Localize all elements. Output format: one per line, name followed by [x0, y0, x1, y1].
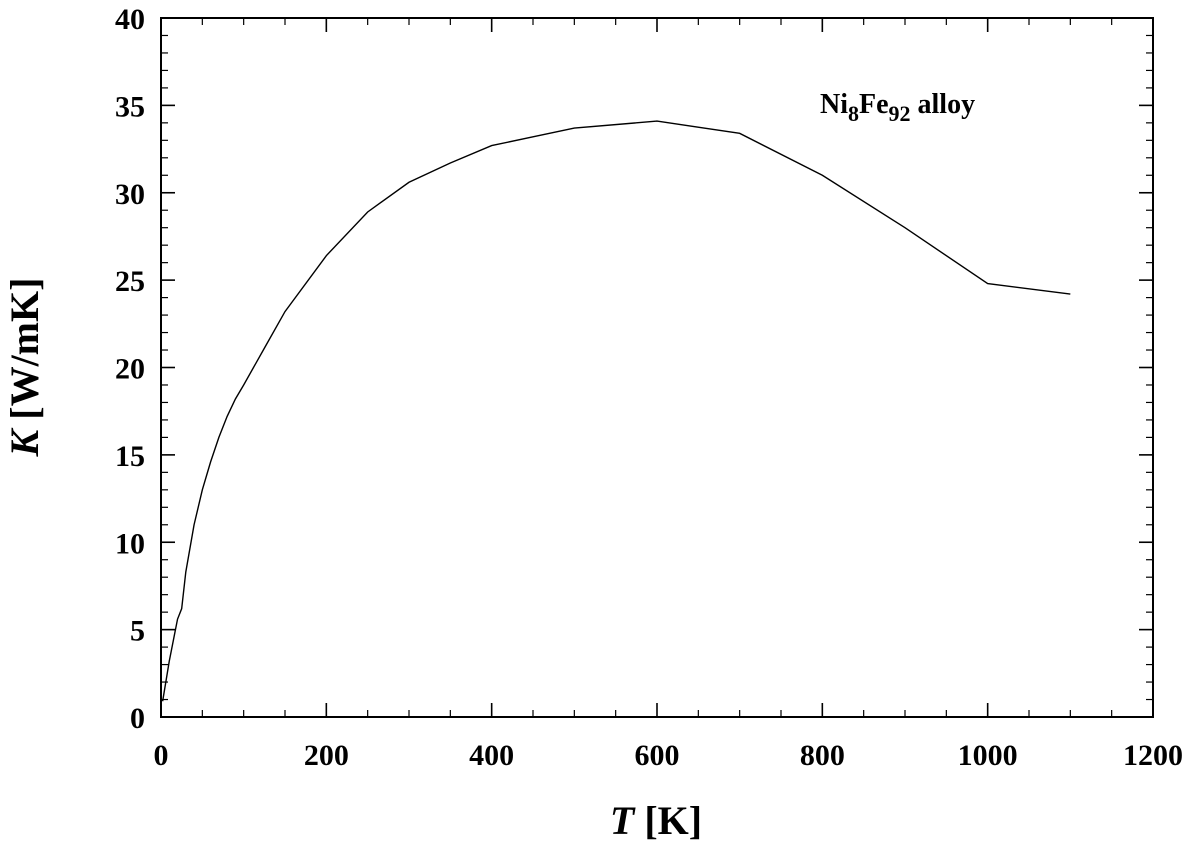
y-axis-unit: [W/mK] — [2, 278, 47, 420]
x-tick-label: 200 — [304, 739, 349, 772]
x-tick-label: 800 — [800, 739, 845, 772]
y-tick-label: 25 — [115, 265, 145, 298]
x-axis-symbol: T — [610, 798, 636, 843]
annotation-sub1: 8 — [848, 101, 859, 126]
annotation-suffix: alloy — [911, 89, 976, 120]
y-tick-label: 0 — [130, 702, 145, 735]
x-tick-label: 1200 — [1123, 739, 1183, 772]
x-tick-label: 600 — [635, 739, 680, 772]
annotation-base2: Fe — [859, 89, 889, 120]
y-tick-label: 15 — [115, 440, 145, 473]
alloy-annotation: Ni8Fe92 alloy — [820, 89, 975, 126]
y-axis-symbol: K — [2, 427, 47, 457]
x-tick-label: 1000 — [958, 739, 1018, 772]
y-tick-label: 35 — [115, 90, 145, 123]
series-line — [161, 120, 1071, 702]
y-tick-labels: 0 5 10 15 20 25 30 35 40 — [115, 3, 145, 735]
x-tick-labels: 0 200 400 600 800 1000 1200 — [154, 739, 1184, 772]
x-tick-label: 400 — [469, 739, 514, 772]
plot-frame — [160, 17, 1154, 718]
y-axis-title: K [W/mK] — [2, 278, 47, 458]
y-tick-label: 10 — [115, 527, 145, 560]
x-axis-unit: [K] — [644, 798, 702, 843]
minor-ticks — [161, 18, 1153, 717]
y-tick-label: 5 — [130, 615, 145, 648]
y-tick-label: 30 — [115, 178, 145, 211]
annotation-sub2: 92 — [889, 101, 911, 126]
annotation-base1: Ni — [820, 89, 848, 120]
major-ticks — [160, 17, 1154, 718]
y-tick-label: 20 — [115, 353, 145, 386]
x-tick-label: 0 — [154, 739, 169, 772]
x-axis-title: T [K] — [610, 798, 702, 843]
y-tick-label: 40 — [115, 3, 145, 36]
